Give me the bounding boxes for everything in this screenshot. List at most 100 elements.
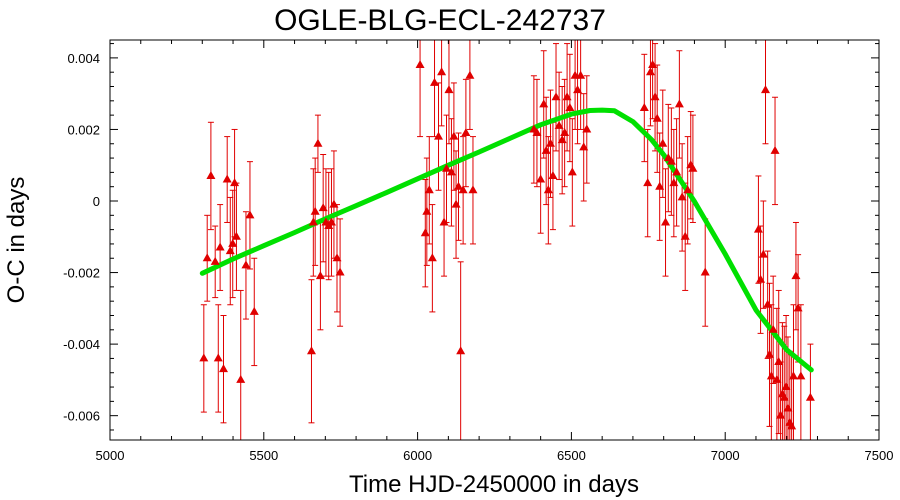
data-point-marker	[541, 145, 551, 154]
data-point-marker	[688, 163, 698, 172]
data-point-marker	[791, 271, 801, 280]
data-point-marker	[551, 92, 561, 101]
data-point-marker	[446, 167, 456, 176]
data-point-marker	[306, 346, 316, 355]
fit-curve	[199, 107, 814, 373]
x-tick-label: 5000	[96, 448, 125, 463]
data-point-marker	[532, 128, 542, 137]
data-point-marker	[683, 185, 693, 194]
data-point	[431, 40, 438, 138]
data-point-marker	[783, 403, 793, 412]
data-point-marker	[672, 167, 682, 176]
data-point	[417, 40, 424, 138]
data-point	[577, 40, 584, 130]
data-point-marker	[781, 382, 791, 391]
data-point-marker	[465, 70, 475, 79]
data-point-marker	[658, 138, 668, 147]
data-point-marker	[793, 303, 803, 312]
error-bars-layer	[200, 40, 814, 440]
data-point-marker	[788, 371, 798, 380]
data-point-marker	[222, 174, 232, 183]
data-point-marker	[318, 203, 328, 212]
data-point-marker	[650, 92, 660, 101]
data-point-marker	[315, 271, 325, 280]
data-point-marker	[332, 253, 342, 262]
data-point-marker	[669, 178, 679, 187]
data-point-marker	[442, 163, 452, 172]
data-point-marker	[434, 131, 444, 140]
data-point-marker	[576, 70, 586, 79]
data-point-marker	[245, 210, 255, 219]
data-point-marker	[643, 178, 653, 187]
data-point-marker	[422, 206, 432, 215]
y-tick-label: 0.002	[67, 122, 100, 137]
data-point-marker	[674, 99, 684, 108]
data-point-marker	[415, 60, 425, 69]
data-point-marker	[449, 131, 459, 140]
y-tick-label: -0.004	[63, 337, 100, 352]
data-point-marker	[444, 85, 454, 94]
data-point-marker	[215, 242, 225, 251]
data-point-marker	[437, 67, 447, 76]
data-point-marker	[639, 102, 649, 111]
data-point-marker	[210, 256, 220, 265]
data-point	[807, 343, 814, 440]
data-point-marker	[758, 249, 768, 258]
data-point-marker	[451, 199, 461, 208]
data-point-marker	[206, 170, 216, 179]
data-point-marker	[427, 253, 437, 262]
data-point-marker	[562, 92, 572, 101]
data-point-marker	[677, 192, 687, 201]
x-tick-label: 6000	[403, 448, 432, 463]
y-axis-label: O-C in days	[3, 177, 30, 304]
data-point-marker	[787, 421, 797, 430]
data-point-marker	[219, 364, 229, 373]
data-point	[783, 314, 790, 440]
data-point-marker	[573, 85, 583, 94]
data-point-marker	[225, 246, 235, 255]
data-point-marker	[536, 174, 546, 183]
data-point-marker	[228, 238, 238, 247]
data-point-marker	[230, 178, 240, 187]
data-point-marker	[766, 371, 776, 380]
data-point-marker	[554, 120, 564, 129]
y-tick-labels: -0.006 -0.004 -0.002 0 0.002 0.004	[63, 51, 100, 424]
data-point-marker	[231, 231, 241, 240]
data-point-marker	[648, 60, 658, 69]
x-tick-label: 7000	[711, 448, 740, 463]
data-point-marker	[326, 217, 336, 226]
data-point-marker	[760, 85, 770, 94]
data-point-marker	[557, 135, 567, 144]
data-point	[237, 289, 244, 440]
data-point-marker	[335, 267, 345, 276]
data-point-marker	[796, 371, 806, 380]
x-tick-label: 6500	[557, 448, 586, 463]
fit-curve-layer	[199, 107, 814, 373]
chart-title: OGLE-BLG-ECL-242737	[274, 4, 606, 37]
data-point-marker	[764, 349, 774, 358]
data-point-marker	[763, 299, 773, 308]
axis-ticks-layer	[109, 40, 880, 440]
y-tick-label: 0	[93, 194, 100, 209]
data-point-marker	[439, 217, 449, 226]
y-tick-label: -0.002	[63, 266, 100, 281]
data-point-marker	[661, 217, 671, 226]
y-tick-label: -0.006	[63, 409, 100, 424]
data-point-marker	[774, 357, 784, 366]
data-point-marker	[560, 128, 570, 137]
data-point-marker	[241, 260, 251, 269]
data-point-marker	[310, 206, 320, 215]
data-point-marker	[567, 167, 577, 176]
data-point-marker	[313, 138, 323, 147]
data-point-marker	[680, 231, 690, 240]
data-point-marker	[753, 224, 763, 233]
data-point-marker	[468, 185, 478, 194]
data-point-marker	[666, 156, 676, 165]
data-point-marker	[308, 217, 318, 226]
data-point-marker	[329, 199, 339, 208]
data-point-marker	[779, 392, 789, 401]
data-point-marker	[249, 306, 259, 315]
data-point-marker	[768, 324, 778, 333]
y-tick-label: 0.004	[67, 51, 100, 66]
